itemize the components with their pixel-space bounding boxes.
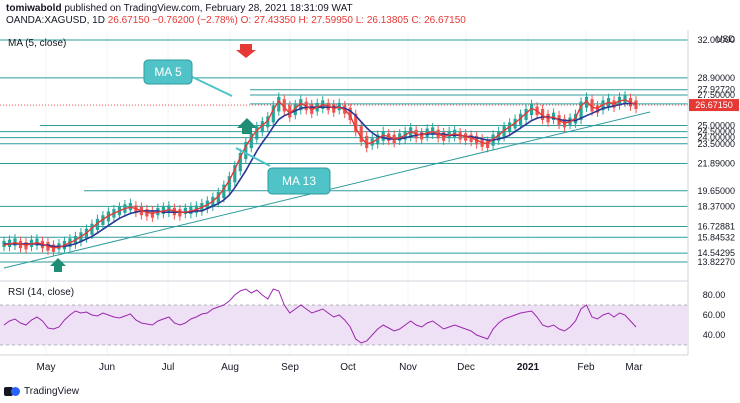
rsi-axis-label: 60.00 (703, 310, 726, 320)
candle-body (540, 108, 545, 120)
candle-body (348, 107, 352, 120)
rsi-axis-label: 40.00 (703, 330, 726, 340)
candle-body (249, 133, 253, 149)
time-axis-label: Aug (221, 362, 239, 373)
time-axis-label: Jun (99, 362, 115, 373)
tradingview-icon (4, 385, 20, 397)
candle-body (95, 218, 100, 230)
candle-body (227, 176, 231, 191)
candle-body (260, 121, 264, 133)
candle-body (282, 99, 286, 112)
last-price: 26.67150 (107, 15, 150, 26)
ma13-line (4, 102, 636, 248)
publisher-name[interactable]: tomiwabold (6, 3, 62, 14)
candle-body (90, 223, 94, 235)
high-value: H: 27.59950 (298, 15, 353, 26)
price-axis-label: 15.84532 (697, 232, 735, 242)
open-value: O: 27.43350 (240, 15, 296, 26)
current-price-value: 26.67150 (695, 100, 733, 110)
price-axis-label: 32.00000 (697, 35, 735, 45)
candle-body (293, 104, 297, 116)
candle-body (233, 165, 237, 183)
candle-body (354, 113, 358, 133)
candle-body (238, 152, 242, 172)
ma5-line (3, 99, 637, 249)
price-axis-label: 27.92720 (697, 85, 735, 95)
price-axis-label: 19.65000 (697, 186, 735, 196)
rsi-band (0, 305, 688, 345)
price-axis-label: 16.72881 (697, 221, 735, 231)
ohlc-line: OANDA:XAGUSD, 1D 26.67150 −0.76200 (−2.7… (6, 15, 466, 26)
candle-body (529, 104, 534, 116)
current-price-tag (689, 99, 739, 112)
time-axis-label: Nov (399, 362, 417, 373)
ma13-callout: MA 13 (235, 147, 331, 195)
time-axis-label: May (37, 362, 56, 373)
price-axis-label: 23.50000 (697, 139, 735, 149)
low-value: L: 26.13805 (355, 15, 409, 26)
candle-body (183, 207, 187, 214)
price-axis-label: 18.37000 (697, 201, 735, 211)
brand-name: TradingView (24, 385, 80, 397)
price-axis-label: 14.54295 (697, 248, 735, 258)
ma-legend[interactable]: MA (5, close) (8, 38, 67, 49)
candle-body (365, 135, 369, 149)
candle-body (518, 113, 523, 125)
ma13-label: MA 13 (282, 174, 316, 188)
candle-body (266, 116, 270, 128)
ma5-callout: MA 5 (143, 59, 233, 97)
ma5-label: MA 5 (154, 65, 182, 79)
time-axis-label: Feb (577, 362, 595, 373)
down-arrow-icon (236, 44, 256, 58)
candle-body (524, 108, 528, 120)
candle-body (359, 126, 363, 142)
price-axis-label: 28.90000 (697, 73, 735, 83)
up-arrow-icon (50, 258, 66, 272)
price-axis-label: 25.00000 (697, 120, 735, 130)
candle-body (590, 99, 594, 112)
price-axis-label: 27.50000 (697, 90, 735, 100)
price-axis-label: 24.50000 (697, 127, 735, 137)
candle-body (579, 101, 583, 120)
candle-body (584, 96, 589, 108)
time-axis-label: Mar (625, 362, 643, 373)
candle-body (244, 141, 248, 160)
rsi-legend[interactable]: RSI (14, close) (8, 287, 75, 298)
price-axis-label: 21.89000 (697, 158, 735, 168)
candle-body (288, 105, 292, 118)
price-axis-label: 13.82270 (697, 257, 735, 267)
publisher-line: tomiwabold published on TradingView.com,… (6, 3, 353, 14)
candle-body (222, 184, 226, 199)
up-arrow-icon (237, 118, 257, 134)
tradingview-logo[interactable]: TradingView (4, 385, 79, 397)
symbol: OANDA:XAGUSD, 1D (6, 15, 105, 26)
header-bar: tomiwabold published on TradingView.com,… (0, 0, 740, 30)
time-axis-label: Dec (457, 362, 475, 373)
candle-body (502, 126, 506, 138)
time-axis-label: Jul (162, 362, 175, 373)
candle-body (216, 192, 220, 204)
currency-label: USD (716, 34, 736, 44)
time-axis-label: Sep (281, 362, 299, 373)
rsi-axis-label: 80.00 (703, 290, 726, 300)
candle-body (277, 96, 281, 112)
candle-body (271, 105, 275, 123)
rsi-line (3, 288, 637, 344)
close-value: C: 26.67150 (411, 15, 466, 26)
time-axis-label: Oct (340, 362, 356, 373)
candle-body (255, 126, 259, 140)
price-axis-label: 24.00000 (697, 133, 735, 143)
time-axis-label: 2021 (517, 362, 540, 373)
published-text: published on TradingView.com, February 2… (64, 3, 353, 14)
price-change: −0.76200 (−2.78%) (152, 15, 238, 26)
